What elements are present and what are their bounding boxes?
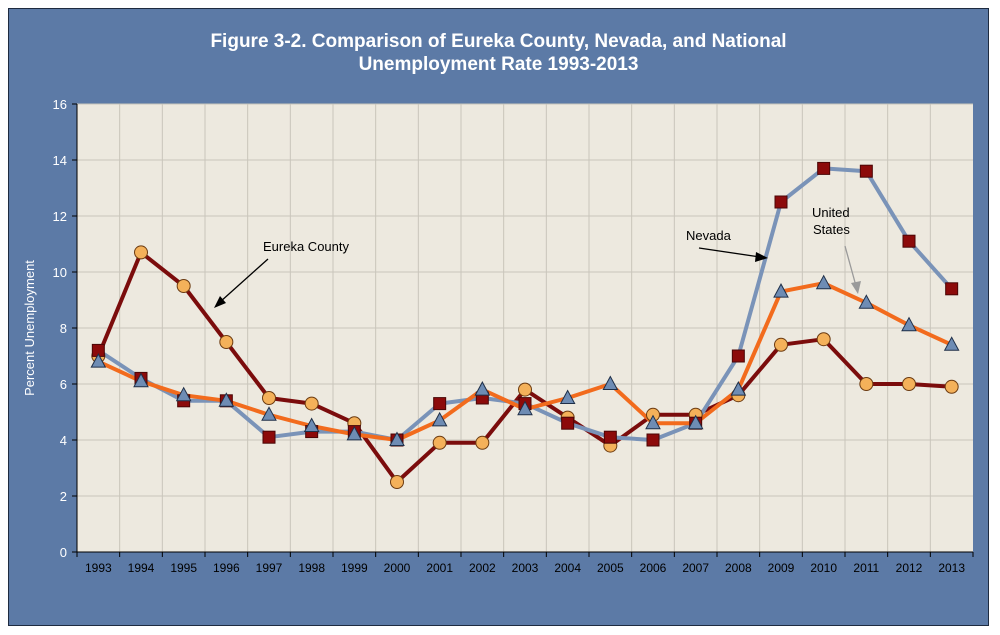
x-tick-label: 2007 [682, 561, 709, 575]
point-united-states [943, 336, 960, 351]
point-nevada [603, 430, 617, 444]
point-united-states [901, 316, 917, 332]
x-tick-label: 2006 [640, 561, 667, 575]
x-tick-label: 1993 [85, 561, 112, 575]
y-tick-label: 4 [60, 433, 67, 448]
x-tick-label: 2011 [853, 561, 879, 575]
annotation-states: States [813, 222, 850, 237]
x-tick-label: 2000 [384, 561, 411, 575]
point-united-states [645, 414, 661, 430]
point-nevada [646, 433, 660, 447]
x-tick-label: 1998 [298, 561, 325, 575]
point-united-states [687, 414, 704, 430]
point-eureka-county [390, 475, 404, 489]
y-tick-label: 16 [53, 97, 67, 112]
y-tick-label: 2 [60, 489, 67, 504]
x-tick-label: 1999 [341, 561, 368, 575]
annotation-arrows [214, 245, 861, 308]
point-nevada [561, 416, 575, 430]
point-united-states [431, 411, 448, 427]
point-nevada [262, 430, 276, 444]
point-eureka-county [219, 335, 234, 349]
point-united-states [218, 392, 235, 407]
chart-title-block: Figure 3-2. Comparison of Eureka County,… [8, 30, 989, 76]
point-eureka-county [262, 391, 276, 405]
x-tick-label: 1994 [128, 561, 155, 575]
point-united-states [858, 294, 875, 309]
x-tick-label: 2002 [469, 561, 496, 575]
point-eureka-county [475, 435, 490, 450]
point-eureka-county [774, 337, 788, 352]
point-eureka-county [518, 382, 532, 397]
point-eureka-county [176, 279, 191, 293]
point-nevada [817, 161, 831, 175]
y-tick-label: 6 [60, 377, 67, 392]
y-axis-label: Percent Unemployment [22, 260, 37, 396]
x-tick-label: 2008 [725, 561, 752, 575]
x-tick-label: 2003 [512, 561, 539, 575]
point-eureka-county [944, 379, 959, 394]
point-united-states [175, 386, 192, 402]
annotation-eureka-county: Eureka County [263, 239, 349, 254]
y-tick-label: 8 [60, 321, 67, 336]
point-eureka-county [134, 245, 148, 260]
point-eureka-county [902, 377, 916, 391]
point-united-states [389, 431, 405, 446]
point-eureka-county [816, 332, 831, 347]
point-united-states [303, 417, 320, 432]
point-nevada [774, 195, 788, 209]
point-united-states [133, 372, 149, 388]
point-united-states [90, 353, 107, 368]
point-united-states [773, 283, 789, 298]
point-eureka-county [859, 377, 874, 391]
x-tick-label: 1997 [256, 561, 283, 575]
point-united-states [559, 389, 576, 404]
x-tick-label: 1996 [213, 561, 240, 575]
x-tick-label: 1995 [170, 561, 197, 575]
x-tick-label: 2001 [426, 561, 453, 575]
annotation-united: United [812, 205, 850, 220]
x-tick-label: 2009 [768, 561, 795, 575]
x-tick-label: 2010 [810, 561, 837, 575]
point-united-states [815, 274, 832, 290]
point-nevada [731, 349, 745, 363]
point-united-states [602, 375, 619, 390]
point-eureka-county [432, 435, 447, 450]
point-nevada [902, 234, 916, 248]
chart-title: Figure 3-2. Comparison of Eureka County,… [210, 31, 787, 52]
point-united-states [261, 406, 277, 421]
point-united-states [474, 381, 491, 396]
annotation-nevada: Nevada [686, 228, 732, 243]
point-nevada [945, 282, 959, 296]
x-tick-label: 2004 [554, 561, 581, 575]
x-tick-label: 2013 [938, 561, 965, 575]
x-tick-label: 2005 [597, 561, 624, 575]
point-eureka-county [304, 396, 319, 411]
point-united-states [517, 400, 533, 416]
point-united-states [346, 425, 363, 441]
y-tick-label: 12 [53, 209, 67, 224]
y-tick-label: 0 [60, 545, 67, 560]
x-tick-label: 2012 [896, 561, 923, 575]
y-tick-label: 10 [53, 265, 67, 280]
chart-subtitle: Unemployment Rate 1993-2013 [358, 54, 639, 75]
point-nevada [859, 164, 873, 178]
point-nevada [433, 397, 447, 411]
point-united-states [730, 381, 747, 396]
y-tick-label: 14 [53, 153, 67, 168]
